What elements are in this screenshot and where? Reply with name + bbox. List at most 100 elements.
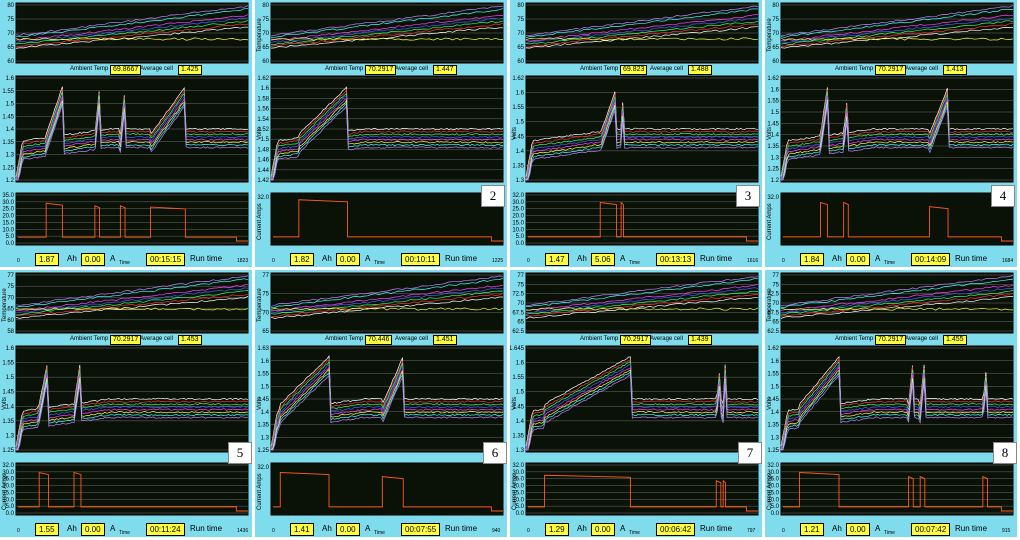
ah-unit-label: Ah [67,254,77,263]
chart-svg: 80 75 70 65 60 1.6 1.55 1.5 1.45 1.4 1.35 1.3 1.25 1.… [2,2,249,247]
y-tick-label: 1.55 [767,99,779,105]
y-tick-label: 30.0 [512,470,524,476]
volt-series-line [15,364,249,447]
temp-series-line [525,294,758,317]
y-tick-label: 65 [262,329,269,335]
ambient-temp-value: 70.2917 [875,65,907,75]
volt-series-line [15,378,249,451]
y-tick-label: 1.58 [257,96,269,102]
ambient-temp-label: Ambient Temp [70,336,109,342]
y-tick-label: 1.6 [516,91,525,97]
volt-series-line [15,86,249,177]
ah-field: 1.82 [290,253,314,266]
temp-series-line [270,307,504,311]
temp-series-line [525,5,759,36]
y-tick-label: 1.3 [516,448,525,454]
y-tick-label: 75 [262,17,269,23]
y-tick-label: 80 [517,3,524,9]
y-tick-label: 1.35 [257,423,269,429]
x-end-tick-label: 797 [747,528,756,534]
y-tick-label: 67.5 [512,310,524,316]
y-tick-label: 75 [772,282,779,288]
temperature-axis-label: Temperature [767,288,773,322]
x-zero-tick-label: 0 [527,528,530,534]
y-tick-label: 32.0 [257,465,269,471]
y-tick-label: 25.0 [2,207,14,213]
y-tick-label: 80 [772,3,779,9]
y-tick-label: 32.0 [767,195,779,201]
volt-series-line [270,359,504,449]
panel-number-label: 8 [993,442,1017,464]
volts-axis-label: Volts [257,126,263,140]
y-tick-label: 1.5 [6,102,15,108]
temp-series-line [525,14,759,42]
volt-series-line [781,374,1014,451]
y-tick-label: 0.0 [516,511,525,517]
temp-series-line [780,284,1014,311]
volt-series-line [780,357,1014,450]
volt-series-line [525,91,759,177]
volt-series-line [270,368,504,451]
current-axis-label: Current Amps [767,473,773,510]
y-tick-label: 1.3 [516,178,525,184]
panel-number-label: 2 [481,185,505,207]
volt-series-line [15,91,249,180]
amps-unit-label: A [110,254,116,263]
amps-field: 0.00 [81,523,105,536]
y-tick-label: 1.6 [261,86,270,92]
amps-field: 0.00 [846,523,870,536]
temp-series-line [270,22,504,47]
y-tick-label: 10.0 [2,227,14,233]
y-tick-label: 70 [772,31,779,37]
ambient-temp-value: 69.8667 [110,65,142,75]
ambient-temp-value: 70.2917 [875,335,907,345]
chart-svg: 77 75 72.5 70 67.5 65 62.5 1.645 1.6 1.55 1.5 1.45 1… [510,272,759,517]
y-tick-label: 1.4 [516,149,525,155]
y-tick-label: 32.0 [257,195,269,201]
y-tick-label: 1.3 [6,433,15,439]
volt-series-line [270,88,504,179]
y-tick-label: 1.35 [2,140,14,146]
y-tick-label: 1.25 [2,448,14,454]
y-tick-label: 80 [7,3,14,9]
runtime-field: 00:14:09 [911,253,951,266]
temp-series-line [270,37,504,41]
volt-series-line [525,359,759,450]
volt-series-line [526,106,759,181]
y-tick-label: 15.0 [2,490,14,496]
ambient-temp-label: Ambient Temp [325,66,364,72]
volt-series-line [780,97,1014,181]
temp-series-line [15,5,249,36]
y-tick-label: 77 [7,273,14,279]
temp-series-line [15,278,249,308]
y-tick-label: 77 [772,273,779,279]
temp-series-line [525,37,759,41]
average-cell-value: 1.453 [178,335,202,345]
y-tick-label: 1.3 [771,435,780,441]
y-tick-label: 70 [772,301,779,307]
volt-series-line [15,96,249,181]
x-zero-tick-label: 0 [272,528,275,534]
volt-series-line [271,374,504,451]
temp-series-line [780,290,1014,316]
average-cell-value: 1.451 [433,335,457,345]
ambient-temp-label: Ambient Temp [580,336,619,342]
y-tick-label: 1.5 [516,390,525,396]
panel-number-label: 7 [738,442,762,464]
y-tick-label: 1.5 [261,384,270,390]
y-tick-label: 1.54 [257,117,269,123]
chart-panel-6: 77 75 70 65 1.63 1.6 1.55 1.5 1.45 1.4 1.35 1.3 1.25… [255,270,507,537]
y-tick-label: 1.55 [767,372,779,378]
runtime-field: 00:10:11 [401,253,440,266]
temp-series-line [780,23,1014,47]
ambient-temp-label: Ambient Temp [580,66,619,72]
amps-field: 5.06 [591,253,615,266]
x-end-tick-label: 1823 [237,258,249,264]
volt-series-line [270,364,504,451]
ah-unit-label: Ah [322,524,332,533]
ah-unit-label: Ah [577,524,587,533]
current-series-line [528,201,758,242]
y-tick-label: 1.62 [767,346,779,352]
average-cell-label: Average cell [905,66,938,72]
y-tick-label: 15.0 [512,490,524,496]
